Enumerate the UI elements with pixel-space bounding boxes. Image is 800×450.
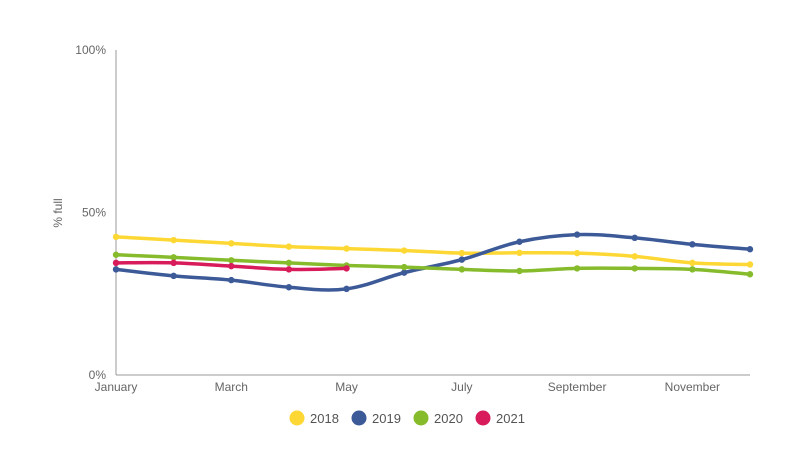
data-point[interactable] — [285, 243, 293, 250]
x-tick-label: March — [215, 380, 248, 394]
data-point[interactable] — [400, 247, 408, 254]
data-point[interactable] — [573, 249, 581, 257]
data-point[interactable] — [112, 233, 120, 241]
data-point[interactable] — [228, 240, 235, 247]
data-point[interactable] — [343, 245, 350, 252]
series-2020 — [112, 251, 754, 278]
data-point[interactable] — [746, 246, 754, 253]
data-point[interactable] — [228, 276, 235, 284]
data-point[interactable] — [516, 267, 523, 275]
series-2021 — [112, 259, 350, 273]
legend-swatch — [289, 410, 305, 426]
y-axis-title: % full — [51, 198, 65, 227]
x-axis-ticks: January March May July September November — [95, 380, 720, 394]
data-point[interactable] — [516, 238, 523, 245]
data-point[interactable] — [112, 259, 120, 267]
x-tick-label: May — [335, 380, 358, 394]
legend-label: 2020 — [434, 411, 463, 426]
legend-swatch — [351, 410, 367, 426]
data-point[interactable] — [573, 231, 581, 238]
data-point[interactable] — [228, 257, 235, 264]
data-point[interactable] — [170, 259, 177, 267]
series-2018 — [112, 233, 754, 268]
legend-label: 2021 — [496, 411, 525, 426]
data-point[interactable] — [746, 261, 754, 268]
legend-swatch — [413, 410, 429, 426]
legend-swatch — [475, 410, 491, 426]
data-point[interactable] — [746, 271, 754, 278]
data-point[interactable] — [170, 272, 177, 280]
data-point[interactable] — [458, 266, 466, 273]
data-point[interactable] — [400, 269, 408, 276]
y-tick-label: 50% — [82, 206, 106, 220]
data-point[interactable] — [285, 266, 293, 273]
series-line-2019 — [114, 232, 752, 292]
data-point[interactable] — [170, 236, 177, 244]
y-axis-ticks: 0% 50% 100% — [75, 43, 106, 382]
data-point[interactable] — [631, 265, 638, 272]
y-tick-label: 100% — [75, 43, 106, 57]
legend-item-2020[interactable]: 2020 — [413, 410, 463, 427]
legend-label: 2019 — [372, 411, 401, 426]
data-point[interactable] — [112, 251, 120, 258]
data-point[interactable] — [689, 259, 696, 267]
data-point[interactable] — [689, 266, 696, 273]
data-point[interactable] — [343, 265, 350, 272]
legend-item-2018[interactable]: 2018 — [289, 410, 339, 427]
data-point[interactable] — [573, 265, 581, 272]
data-point[interactable] — [285, 284, 293, 291]
data-point[interactable] — [228, 262, 235, 270]
data-point[interactable] — [458, 249, 466, 257]
legend-item-2019[interactable]: 2019 — [351, 410, 401, 427]
series-layer — [112, 231, 754, 293]
data-point[interactable] — [400, 263, 408, 271]
x-tick-label: November — [665, 380, 720, 394]
legend-label: 2018 — [310, 411, 339, 426]
series-line-2018 — [114, 235, 752, 267]
x-tick-label: September — [548, 380, 607, 394]
data-point[interactable] — [516, 249, 523, 256]
data-point[interactable] — [285, 259, 293, 267]
y-tick-label: 0% — [89, 368, 107, 382]
x-tick-label: January — [95, 380, 138, 394]
data-point[interactable] — [458, 256, 466, 263]
data-point[interactable] — [343, 285, 350, 293]
legend-item-2021[interactable]: 2021 — [475, 410, 525, 427]
series-line-2020 — [114, 253, 752, 276]
data-point[interactable] — [631, 253, 638, 260]
data-point[interactable] — [631, 234, 638, 242]
x-tick-label: July — [451, 380, 472, 394]
series-2019 — [112, 231, 754, 293]
data-point[interactable] — [170, 254, 177, 261]
legend: 2018 2019 2020 2021 — [289, 410, 525, 427]
data-point[interactable] — [112, 266, 120, 273]
data-point[interactable] — [689, 241, 696, 248]
